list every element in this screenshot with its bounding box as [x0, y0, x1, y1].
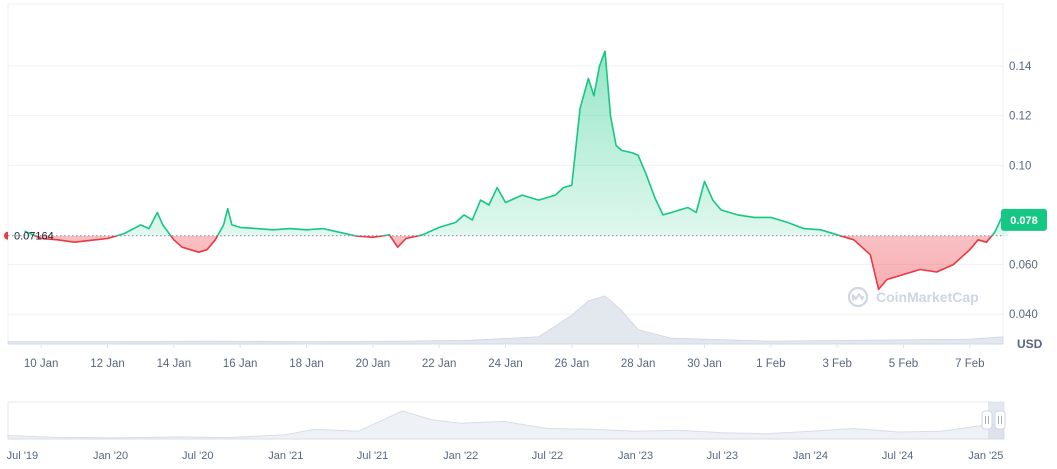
x-tick-label: 5 Feb [889, 358, 918, 370]
volume-area [7, 295, 1004, 345]
brush-tick-label: Jan '25 [968, 450, 1003, 462]
x-tick-label: 26 Jan [555, 358, 590, 370]
x-tick-label: 14 Jan [157, 358, 192, 370]
y-tick-label: 0.040 [1009, 309, 1038, 321]
x-tick-label: 28 Jan [621, 358, 656, 370]
x-tick-label: 10 Jan [24, 358, 59, 370]
x-tick-label: 20 Jan [356, 358, 391, 370]
price-line-up [24, 50, 1010, 236]
y-tick-label: 0.060 [1009, 260, 1038, 272]
baseline-tag: 0.07164 [4, 231, 54, 243]
brush-tick-label: Jan '24 [793, 450, 828, 462]
brush-tick-label: Jul '23 [707, 450, 738, 462]
price-area-up [24, 51, 1009, 236]
brush-tick-label: Jan '22 [443, 450, 478, 462]
watermark: CoinMarketCap [847, 286, 979, 308]
brush-ticks: Jul '19 Jan '20 Jul '20 Jan '21 Jul '21 Jan '… [7, 450, 1004, 462]
current-price-tag-bg [1001, 208, 1047, 231]
price-area [24, 51, 1009, 290]
y-axis-unit: USD [1017, 337, 1043, 351]
brush-handle-left[interactable] [981, 410, 993, 430]
brush-tick-label: Jul '19 [7, 450, 38, 462]
y-axis-ticks: 0.040 0.060 0.10 0.12 0.14 [1009, 61, 1038, 321]
brush-tick-label: Jan '20 [93, 450, 128, 462]
brush-tick-label: Jul '21 [357, 450, 388, 462]
x-tick-label: 24 Jan [488, 358, 523, 370]
current-price-tag: 0.078 [1001, 208, 1047, 231]
y-tick-label: 0.10 [1009, 160, 1031, 172]
volume-bars [7, 295, 1004, 345]
x-tick-label: 18 Jan [289, 358, 324, 370]
x-tick-label: 3 Feb [822, 358, 851, 370]
brush-handle-right[interactable] [994, 410, 1006, 430]
plot-frame [7, 3, 1004, 345]
x-tick-label: 1 Feb [756, 358, 785, 370]
range-brush[interactable]: Jul '19 Jan '20 Jul '20 Jan '21 Jul '21 Jan '… [7, 401, 1006, 462]
brush-tick-label: Jan '23 [618, 450, 653, 462]
price-line-down [32, 235, 993, 291]
y-grid [8, 65, 1003, 315]
brush-tick-label: Jan '21 [268, 450, 303, 462]
brush-tick-label: Jul '24 [882, 450, 913, 462]
brush-series [7, 410, 1005, 440]
y-tick-label: 0.12 [1009, 111, 1031, 123]
brush-tick-label: Jul '20 [182, 450, 213, 462]
y-tick-label: 0.14 [1009, 61, 1032, 73]
x-axis-ticks: 10 Jan 12 Jan 14 Jan 16 Jan 18 Jan 20 Jan 22 J… [24, 344, 985, 370]
price-area-down [24, 235, 1009, 290]
coinmarketcap-logo-icon [847, 286, 869, 308]
x-tick-label: 16 Jan [223, 358, 258, 370]
x-tick-label: 30 Jan [687, 358, 722, 370]
watermark-text: CoinMarketCap [876, 289, 979, 305]
x-tick-label: 7 Feb [955, 358, 984, 370]
baseline-label: 0.07164 [14, 231, 54, 243]
brush-tick-label: Jul '22 [532, 450, 563, 462]
price-line [24, 50, 1010, 291]
baseline-marker-icon [4, 231, 8, 240]
x-tick-label: 22 Jan [422, 358, 457, 370]
x-tick-label: 12 Jan [90, 358, 125, 370]
current-price-label: 0.078 [1010, 215, 1038, 227]
